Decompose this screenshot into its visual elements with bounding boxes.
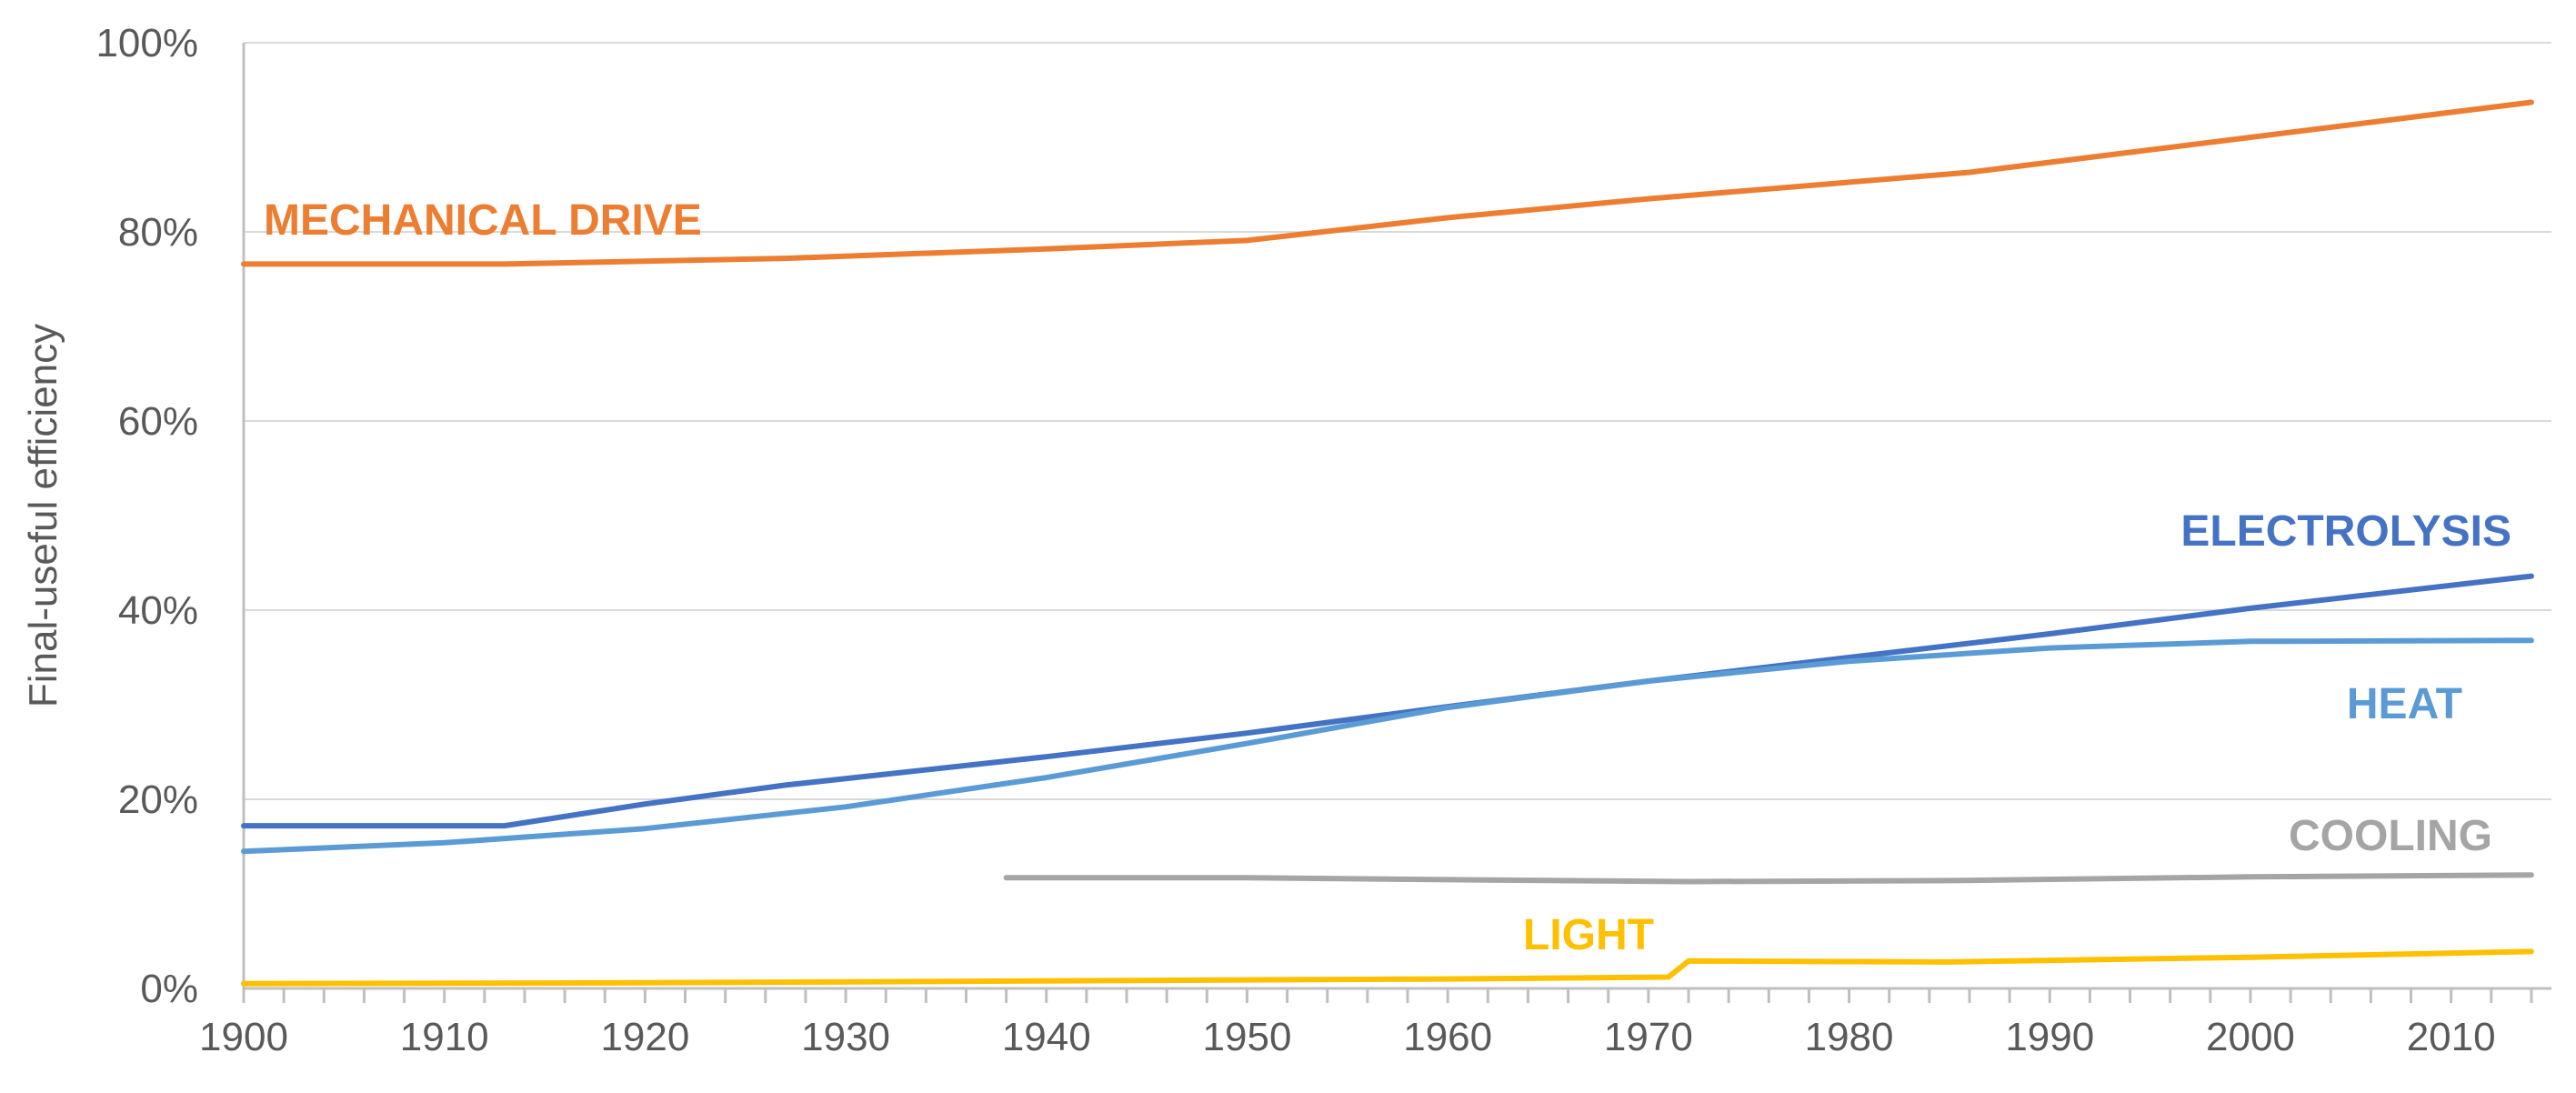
series-label-mechanical-drive: MECHANICAL DRIVE xyxy=(264,196,702,245)
x-tick-label: 1930 xyxy=(801,1015,890,1059)
x-tick-label: 1990 xyxy=(2005,1015,2094,1059)
x-tick-label: 2010 xyxy=(2407,1015,2496,1059)
x-tick-label: 1980 xyxy=(1805,1015,1894,1059)
series-line-cooling xyxy=(1003,872,2534,885)
x-tick-label: 2000 xyxy=(2206,1015,2295,1059)
series-label-light: LIGHT xyxy=(1523,911,1654,959)
series-line-mechanical-drive xyxy=(241,99,2534,267)
series-line-electrolysis xyxy=(241,573,2534,829)
y-tick-label: 60% xyxy=(118,399,198,444)
y-tick-label: 80% xyxy=(118,210,198,255)
series-line-heat xyxy=(241,637,2534,855)
x-tick-label: 1950 xyxy=(1203,1015,1292,1059)
y-tick-label: 0% xyxy=(140,967,198,1011)
x-tick-label: 1920 xyxy=(600,1015,689,1059)
series-label-electrolysis: ELECTROLYSIS xyxy=(2180,507,2511,556)
x-tick-label: 1970 xyxy=(1604,1015,1693,1059)
y-tick-label: 100% xyxy=(95,21,198,65)
x-tick-label: 1960 xyxy=(1403,1015,1492,1059)
series-label-cooling: COOLING xyxy=(2289,812,2492,860)
y-axis-title: Final-useful efficiency xyxy=(21,324,65,707)
x-tick-label: 1910 xyxy=(400,1015,489,1059)
y-tick-label: 40% xyxy=(118,588,198,633)
series-label-heat: HEAT xyxy=(2347,680,2462,728)
series-line-light xyxy=(241,948,2534,987)
x-tick-label: 1940 xyxy=(1002,1015,1091,1059)
x-tick-label: 1900 xyxy=(199,1015,288,1059)
y-tick-label: 20% xyxy=(118,777,198,822)
